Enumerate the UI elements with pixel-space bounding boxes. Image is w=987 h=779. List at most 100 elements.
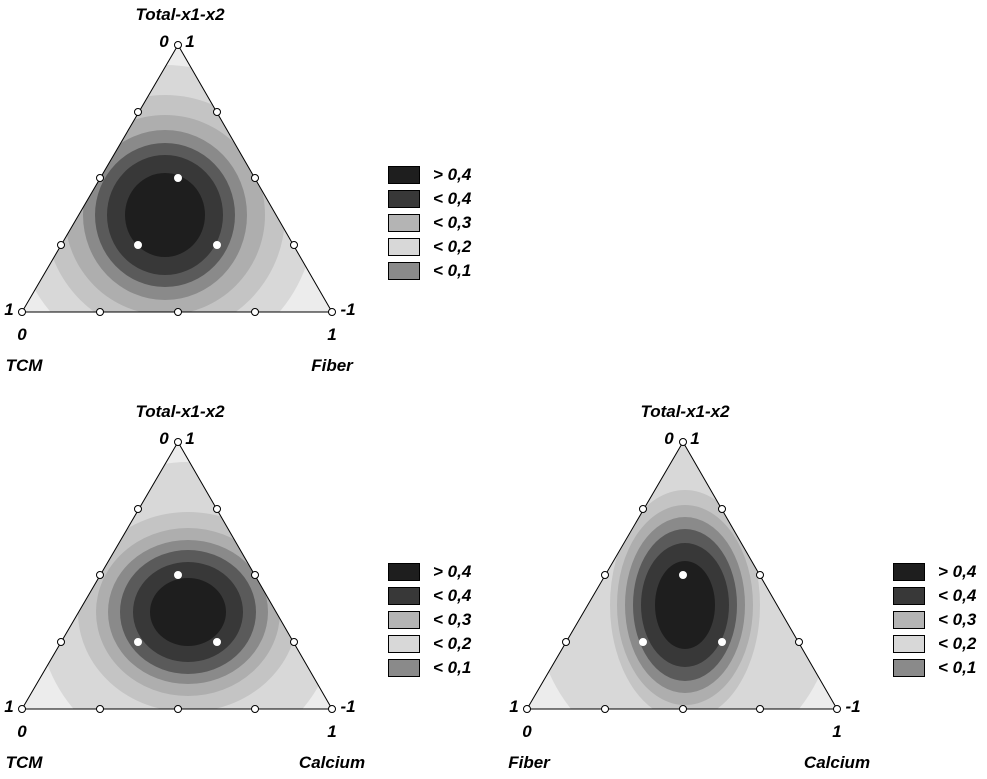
ternary-plot-tcm-fiber: Total-x1-x2 0 1 1 0 -1 1 TCM Fiber: [0, 0, 460, 380]
design-point-open: [96, 705, 104, 713]
legend-label: < 0,3: [433, 213, 472, 232]
contour-band: [125, 173, 205, 257]
design-point-filled: [213, 241, 221, 249]
design-point-open: [601, 571, 609, 579]
right-bottom-value: 1: [832, 722, 841, 741]
design-point-open: [328, 705, 336, 713]
ternary-svg: Total-x1-x2 0 1 1 0 -1 1 TCM Fiber: [4, 5, 355, 375]
legend-item: < 0,1: [893, 658, 987, 681]
legend-swatch: [388, 563, 420, 581]
design-point-open: [251, 174, 259, 182]
contour-bands: [22, 442, 332, 709]
legend-swatch: [388, 635, 420, 653]
legend-label: < 0,2: [433, 634, 472, 653]
legend-label: > 0,4: [433, 165, 472, 184]
corner-label-left: TCM: [6, 356, 44, 375]
design-point-open: [174, 41, 182, 49]
contour-band: [150, 578, 226, 646]
legend-swatch: [388, 659, 420, 677]
legend-item: < 0,4: [893, 586, 987, 609]
design-point-open: [328, 308, 336, 316]
legend-swatch: [388, 587, 420, 605]
design-point-open: [134, 505, 142, 513]
design-point-open: [96, 174, 104, 182]
plot-title: Total-x1-x2: [640, 402, 730, 421]
legend-swatch: [893, 563, 925, 581]
legend-swatch: [388, 190, 420, 208]
design-point-open: [639, 505, 647, 513]
legend-label: < 0,3: [433, 610, 472, 629]
design-point-open: [213, 505, 221, 513]
design-point-filled: [679, 571, 687, 579]
design-point-open: [562, 638, 570, 646]
contour-bands: [22, 45, 332, 312]
design-point-open: [174, 438, 182, 446]
legend-label: < 0,4: [433, 189, 472, 208]
design-point-open: [18, 308, 26, 316]
legend-item: < 0,3: [893, 610, 987, 633]
design-point-open: [251, 571, 259, 579]
legend-item: < 0,2: [388, 634, 498, 657]
design-point-open: [174, 705, 182, 713]
design-point-open: [57, 638, 65, 646]
ternary-plot-fiber-calcium: Total-x1-x2 0 1 1 0 -1 1 Fiber Calcium: [505, 397, 965, 777]
design-point-open: [679, 705, 687, 713]
corner-label-left: Fiber: [508, 753, 551, 772]
design-point-open: [134, 108, 142, 116]
design-point-filled: [174, 571, 182, 579]
legend-item: < 0,4: [388, 586, 498, 609]
corner-label-right: Fiber: [311, 356, 354, 375]
design-point-open: [601, 705, 609, 713]
legend-label: < 0,1: [938, 658, 977, 677]
legend-swatch: [388, 214, 420, 232]
legend-item: < 0,2: [893, 634, 987, 657]
top-right-value: 1: [185, 32, 194, 51]
corner-label-right: Calcium: [804, 753, 870, 772]
legend-swatch: [388, 238, 420, 256]
legend-swatch: [388, 262, 420, 280]
design-point-open: [756, 705, 764, 713]
legend-item: > 0,4: [388, 165, 498, 188]
legend-swatch: [893, 659, 925, 677]
design-point-open: [833, 705, 841, 713]
design-point-filled: [134, 241, 142, 249]
legend-label: < 0,4: [433, 586, 472, 605]
left-bottom-value: 0: [17, 325, 27, 344]
ternary-plot-tcm-calcium: Total-x1-x2 0 1 1 0 -1 1 TCM Calcium: [0, 397, 460, 777]
legend-label: > 0,4: [433, 562, 472, 581]
legend-swatch: [893, 635, 925, 653]
design-point-open: [96, 308, 104, 316]
right-top-value: -1: [340, 697, 355, 716]
design-point-filled: [639, 638, 647, 646]
legend-item: < 0,2: [388, 237, 498, 260]
design-point-open: [213, 108, 221, 116]
corner-label-right: Calcium: [299, 753, 365, 772]
left-bottom-value: 0: [17, 722, 27, 741]
left-top-value: 1: [509, 697, 518, 716]
top-left-value: 0: [159, 429, 169, 448]
design-point-open: [251, 705, 259, 713]
legend-label: < 0,1: [433, 658, 472, 677]
legend-item: > 0,4: [893, 562, 987, 585]
top-left-value: 0: [159, 32, 169, 51]
top-left-value: 0: [664, 429, 674, 448]
left-top-value: 1: [4, 697, 13, 716]
design-point-open: [18, 705, 26, 713]
right-top-value: -1: [340, 300, 355, 319]
right-top-value: -1: [845, 697, 860, 716]
legend-item: < 0,4: [388, 189, 498, 212]
design-point-filled: [174, 174, 182, 182]
design-point-open: [290, 241, 298, 249]
design-point-open: [718, 505, 726, 513]
legend-item: < 0,3: [388, 610, 498, 633]
contour-bands: [527, 442, 837, 709]
design-point-open: [290, 638, 298, 646]
top-right-value: 1: [185, 429, 194, 448]
design-point-filled: [213, 638, 221, 646]
legend-label: < 0,1: [433, 261, 472, 280]
corner-label-left: TCM: [6, 753, 44, 772]
legend-label: > 0,4: [938, 562, 977, 581]
legend-item: < 0,1: [388, 261, 498, 284]
legend-item: < 0,3: [388, 213, 498, 236]
legend-label: < 0,4: [938, 586, 977, 605]
